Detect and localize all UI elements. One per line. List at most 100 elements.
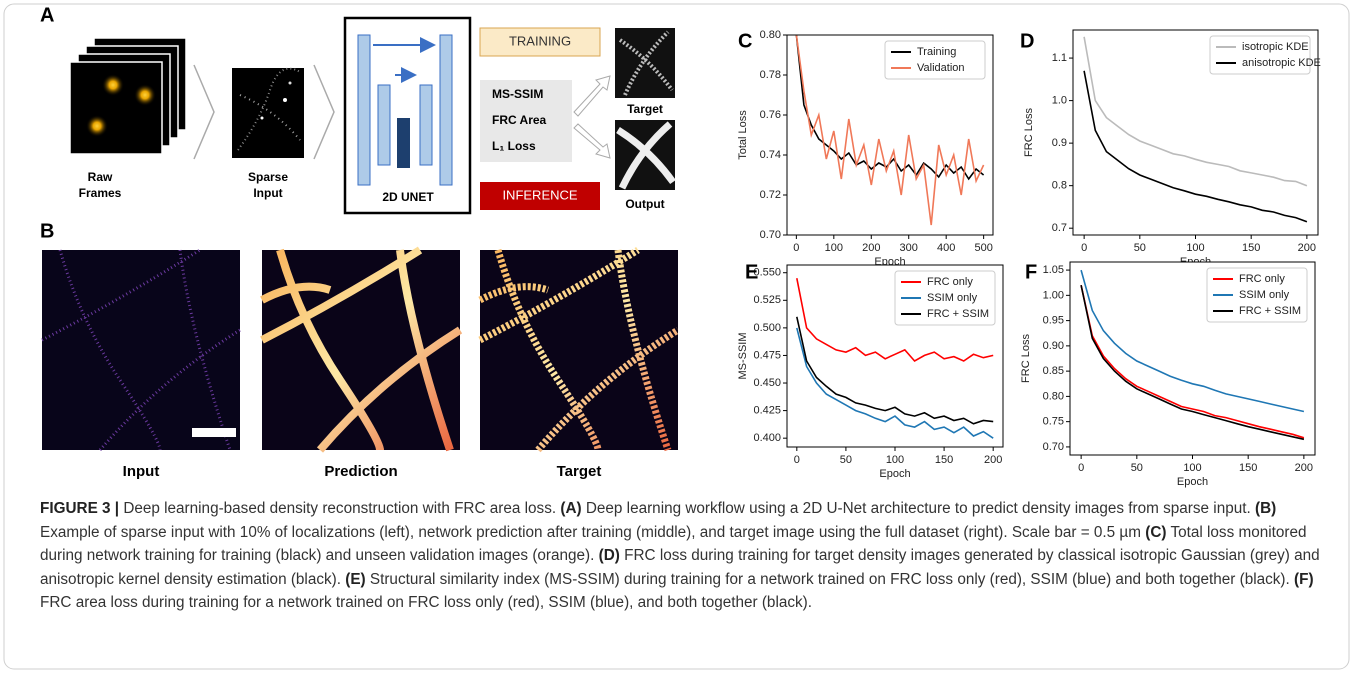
axes-frame bbox=[786, 34, 994, 236]
y-tick-label: 0.75 bbox=[1043, 416, 1064, 428]
input-image bbox=[41, 248, 241, 451]
y-tick-label: 0.8 bbox=[1052, 180, 1067, 192]
y-tick-label: 0.72 bbox=[760, 189, 781, 201]
prediction-image bbox=[260, 246, 463, 453]
legend-label: Validation bbox=[917, 62, 965, 74]
caption-tag: (B) bbox=[1254, 500, 1277, 517]
axes-frame bbox=[786, 264, 1004, 448]
caption-tag: (E) bbox=[345, 570, 366, 588]
arrow bbox=[573, 123, 611, 159]
caption: FIGURE 3 | Deep learning-based density r… bbox=[40, 497, 1325, 615]
y-tick-label: 0.450 bbox=[753, 377, 781, 389]
x-tick-label: 300 bbox=[900, 242, 918, 254]
y-tick-label: 0.500 bbox=[753, 322, 781, 334]
x-tick-label: 100 bbox=[886, 454, 904, 466]
legend-label: FRC only bbox=[927, 276, 973, 288]
x-axis-label: Epoch bbox=[1177, 476, 1208, 488]
y-axis-label: MS-SSIM bbox=[737, 332, 749, 379]
x-tick-label: 200 bbox=[1295, 462, 1313, 474]
unet-diagram bbox=[343, 16, 472, 215]
output-thumb bbox=[615, 120, 676, 190]
series-line bbox=[1083, 70, 1308, 223]
y-axis-label: Total Loss bbox=[737, 110, 749, 160]
caption-text: FRC loss during training for target dens… bbox=[40, 547, 1320, 588]
y-tick-label: 0.80 bbox=[1043, 390, 1064, 402]
legend-box bbox=[884, 40, 986, 80]
raw-frames bbox=[69, 37, 187, 155]
y-tick-label: 0.7 bbox=[1052, 222, 1067, 234]
raw-label: Frames bbox=[79, 186, 122, 200]
target-image bbox=[478, 247, 680, 453]
caption-text: Structural similarity index (MS-SSIM) du… bbox=[369, 570, 1290, 588]
image-label: Prediction bbox=[324, 463, 397, 480]
output-label: Output bbox=[625, 197, 664, 211]
inference-box bbox=[480, 182, 600, 210]
legend-label: Training bbox=[917, 46, 956, 58]
sparse-label: Sparse bbox=[248, 170, 288, 184]
legend-label: FRC + SSIM bbox=[927, 308, 989, 320]
inference-label: INFERENCE bbox=[502, 187, 577, 202]
image-label: Input bbox=[123, 463, 160, 480]
x-tick-label: 100 bbox=[825, 242, 843, 254]
y-tick-label: 1.1 bbox=[1052, 52, 1067, 64]
y-tick-label: 1.0 bbox=[1052, 95, 1067, 107]
panel-label: F bbox=[1025, 261, 1037, 283]
x-tick-label: 50 bbox=[840, 454, 852, 466]
series-line bbox=[796, 327, 994, 439]
y-tick-label: 0.78 bbox=[760, 69, 781, 81]
y-axis-label: FRC Loss bbox=[1020, 334, 1032, 383]
caption-text: FRC area loss during training for a netw… bbox=[40, 594, 812, 612]
y-tick-label: 0.80 bbox=[760, 29, 781, 41]
x-tick-label: 100 bbox=[1186, 242, 1204, 254]
caption-title: Deep learning-based density reconstructi… bbox=[123, 500, 557, 517]
x-tick-label: 0 bbox=[1081, 242, 1087, 254]
panel-label: B bbox=[40, 220, 54, 242]
training-label: TRAINING bbox=[509, 33, 571, 48]
y-tick-label: 0.95 bbox=[1043, 315, 1064, 327]
caption-tag: (A) bbox=[560, 500, 582, 517]
series-line bbox=[1083, 36, 1308, 187]
x-tick-label: 200 bbox=[984, 454, 1002, 466]
series-line bbox=[795, 34, 985, 226]
x-tick-label: 500 bbox=[974, 242, 992, 254]
x-tick-label: 50 bbox=[1131, 462, 1143, 474]
caption-label: FIGURE 3 | bbox=[40, 500, 120, 517]
panel-label: D bbox=[1020, 30, 1034, 52]
panel-label: E bbox=[745, 261, 758, 283]
x-tick-label: 200 bbox=[862, 242, 880, 254]
legend-box bbox=[1209, 35, 1311, 75]
x-tick-label: 200 bbox=[1298, 242, 1316, 254]
y-tick-label: 0.70 bbox=[1043, 441, 1064, 453]
caption-tag: (C) bbox=[1145, 523, 1167, 541]
arrow bbox=[573, 75, 611, 117]
x-tick-label: 150 bbox=[1239, 462, 1257, 474]
raw-label: Raw bbox=[88, 170, 113, 184]
figure-border bbox=[3, 3, 1350, 670]
y-tick-label: 0.76 bbox=[760, 109, 781, 121]
series-line bbox=[796, 278, 994, 363]
legend-box bbox=[1206, 267, 1308, 323]
training-box bbox=[479, 27, 601, 57]
chevron bbox=[313, 64, 335, 160]
series-line bbox=[1080, 285, 1305, 439]
caption-tag: (F) bbox=[1294, 570, 1314, 588]
caption-tag: (D) bbox=[598, 547, 620, 565]
axes-frame bbox=[1069, 261, 1316, 456]
sparse-label: Input bbox=[253, 186, 282, 200]
y-tick-label: 0.400 bbox=[753, 432, 781, 444]
legend-label: SSIM only bbox=[1239, 289, 1290, 301]
caption-text: Example of sparse input with 10% of loca… bbox=[40, 523, 1141, 541]
y-tick-label: 0.9 bbox=[1052, 137, 1067, 149]
y-tick-label: 1.05 bbox=[1043, 264, 1064, 276]
caption-text: Total loss monitored during network trai… bbox=[40, 523, 1307, 565]
y-tick-label: 0.90 bbox=[1043, 340, 1064, 352]
legend-label: FRC + SSIM bbox=[1239, 305, 1301, 317]
charts: 0.700.720.740.760.780.800 100 200 300 400 500… bbox=[737, 29, 1321, 488]
legend-label: SSIM only bbox=[927, 292, 978, 304]
loss-label: L₁ Loss bbox=[492, 139, 536, 153]
y-tick-label: 0.525 bbox=[753, 294, 781, 306]
legend-label: isotropic KDE bbox=[1242, 41, 1309, 53]
x-tick-label: 150 bbox=[935, 454, 953, 466]
